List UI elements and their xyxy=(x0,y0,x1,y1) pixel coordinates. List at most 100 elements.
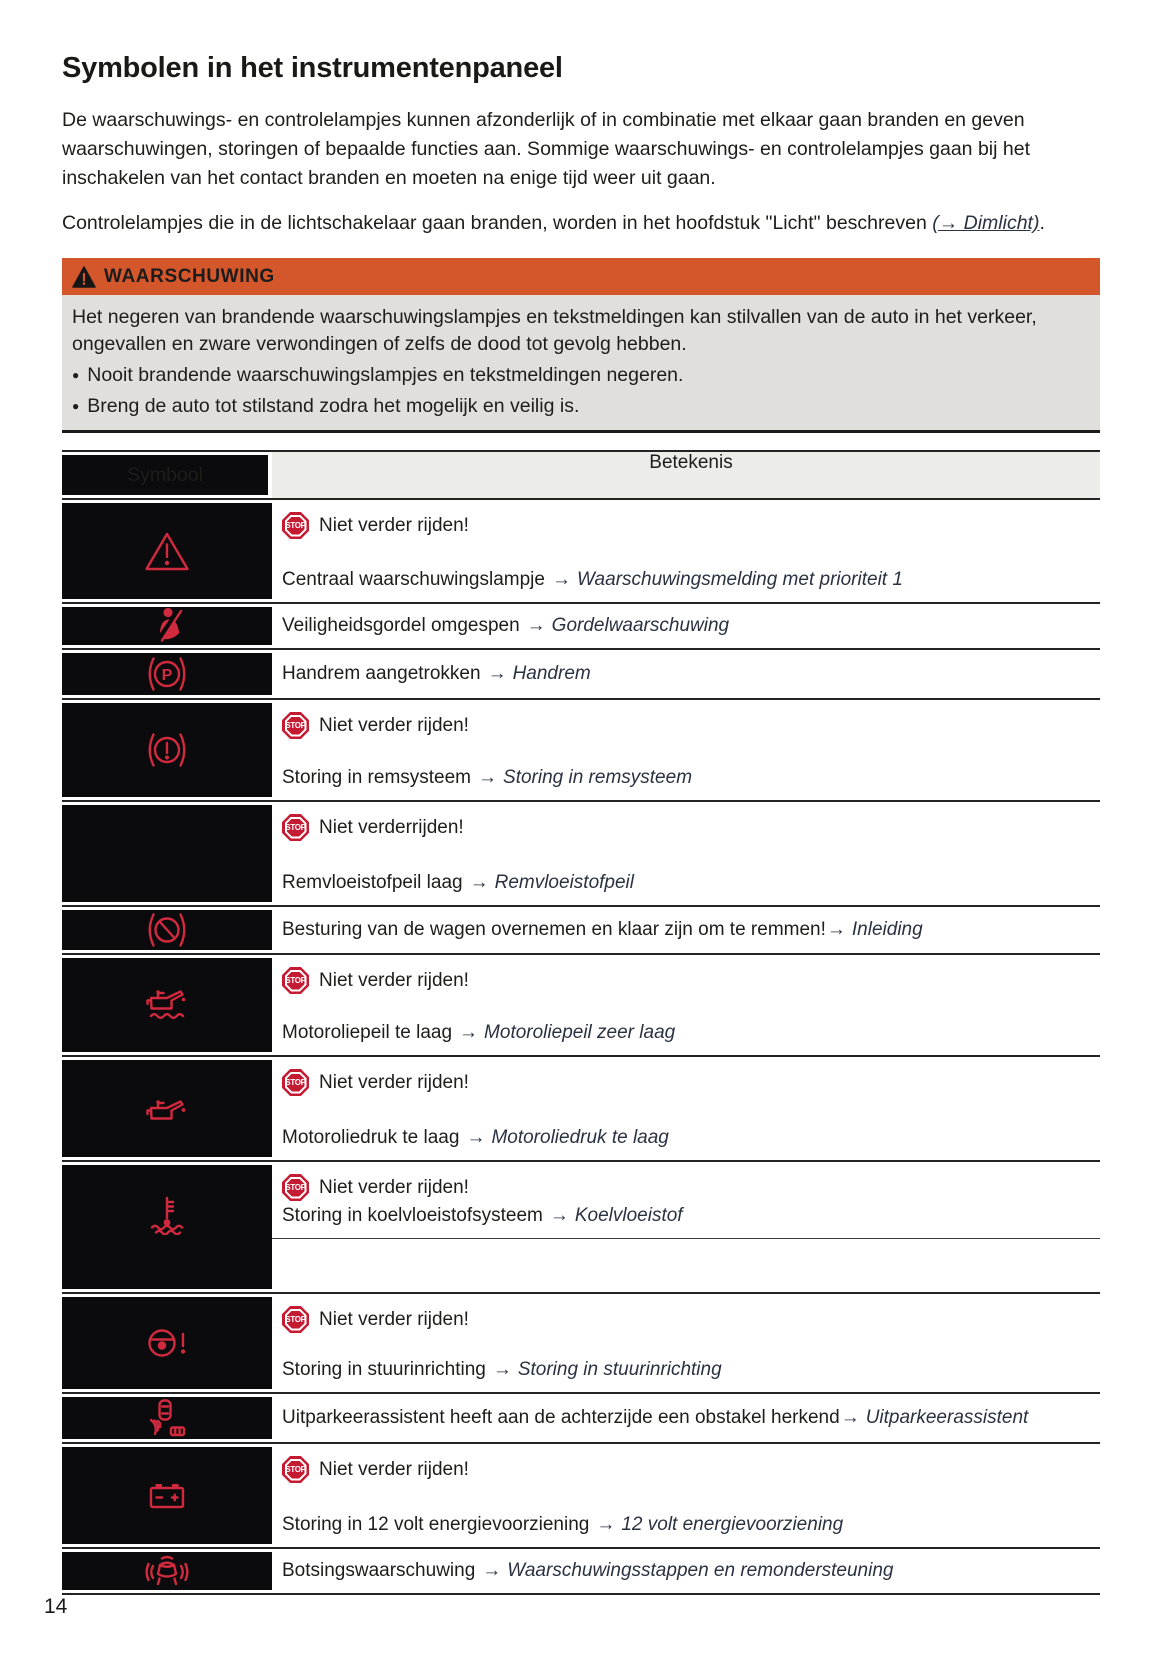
meaning-cell-group: STOP Niet verder rijden! Storing in koel… xyxy=(272,1162,1100,1292)
stop-icon: STOP xyxy=(282,1456,309,1483)
meaning-line: Centraal waarschuwingslampje → Waarschuw… xyxy=(282,568,1092,592)
arrow-ref-icon: → xyxy=(596,1514,616,1535)
stop-icon: STOP xyxy=(282,1306,309,1333)
meaning-line: Botsingswaarschuwing → Waarschuwingsstap… xyxy=(282,1559,1100,1583)
bullet-icon: ● xyxy=(72,399,80,413)
stop-text: Niet verder rijden! xyxy=(319,1308,469,1330)
arrow-ref-icon: → xyxy=(469,872,489,893)
table-row: Besturing van de wagen overnemen en klaa… xyxy=(62,907,1100,955)
central-warning-light-icon xyxy=(145,532,189,571)
meaning-line: Storing in koelvloeistofsysteem → Koelvl… xyxy=(282,1204,1092,1228)
stop-line: STOP Niet verder rijden! xyxy=(282,1069,1092,1096)
meaning-line: Storing in stuurinrichting → Storing in … xyxy=(282,1358,1092,1382)
intro-paragraph-2: Controlelampjes die in de lichtschakelaa… xyxy=(62,209,1100,238)
cross-reference-link[interactable]: Inleiding xyxy=(851,919,923,940)
meaning-line: Motoroliepeil te laag → Motoroliepeil ze… xyxy=(282,1021,1092,1045)
arrow-ref-icon: → xyxy=(487,663,507,684)
meaning-cell-empty xyxy=(272,1239,1100,1293)
battery-icon xyxy=(149,1483,185,1508)
meaning-cell: STOP Niet verder rijden! Motoroliedruk t… xyxy=(272,1057,1100,1160)
stop-icon: STOP xyxy=(282,1174,309,1201)
meaning-line: Storing in 12 volt energievoorziening → … xyxy=(282,1513,1092,1537)
warning-body-text: Het negeren van brandende waarschuwingsl… xyxy=(72,306,1037,355)
symbol-cell-empty xyxy=(62,805,272,902)
meaning-text: Uitparkeerassistent heeft aan de achterz… xyxy=(282,1407,840,1428)
stop-text: Niet verder rijden! xyxy=(319,514,469,536)
dimlicht-reference-link[interactable]: (→ Dimlicht) xyxy=(932,212,1040,234)
cross-reference-link[interactable]: Remvloeistofpeil xyxy=(494,872,634,893)
meaning-line: Handrem aangetrokken → Handrem xyxy=(282,662,1100,686)
meaning-text: Storing in remsysteem xyxy=(282,767,472,788)
warning-title: WAARSCHUWING xyxy=(104,265,275,287)
symbol-cell: P xyxy=(62,653,272,695)
arrow-ref-icon: → xyxy=(840,1407,860,1428)
meaning-line: Uitparkeerassistent heeft aan de achterz… xyxy=(282,1406,1100,1430)
intro-paragraph: De waarschuwings- en controlelampjes kun… xyxy=(62,109,1030,189)
symbol-cell xyxy=(62,607,272,645)
symbol-cell xyxy=(62,1447,272,1544)
cross-reference-link[interactable]: Waarschuwingsmelding met prioriteit 1 xyxy=(576,569,903,590)
stop-line: STOP Niet verder rijden! xyxy=(282,1306,1092,1333)
meaning-cell: Besturing van de wagen overnemen en klaa… xyxy=(272,907,1100,953)
meaning-text: Botsingswaarschuwing xyxy=(282,1560,476,1581)
symbol-cell xyxy=(62,1165,272,1289)
meaning-text: Storing in stuurinrichting xyxy=(282,1359,486,1380)
seatbelt-warning-icon xyxy=(156,607,183,642)
symbol-cell xyxy=(62,703,272,797)
cross-reference-link[interactable]: Storing in stuurinrichting xyxy=(517,1359,722,1380)
meaning-line: Motoroliedruk te laag → Motoroliedruk te… xyxy=(282,1126,1092,1150)
stop-icon: STOP xyxy=(282,1069,309,1096)
arrow-ref-icon: → xyxy=(459,1022,479,1043)
cross-reference-link[interactable]: Storing in remsysteem xyxy=(503,767,693,788)
bullet-icon: ● xyxy=(72,368,80,382)
table-row: Veiligheidsgordel omgespen → Gordelwaars… xyxy=(62,604,1100,650)
stop-text: Niet verder rijden! xyxy=(319,1176,469,1198)
stop-line: STOP Niet verder rijden! xyxy=(282,712,1092,739)
meaning-cell: Uitparkeerassistent heeft aan de achterz… xyxy=(272,1394,1100,1442)
stop-line: STOP Niet verder rijden! xyxy=(282,1174,1092,1201)
warning-bullet: ● Nooit brandende waarschuwingslampjes e… xyxy=(72,362,1088,389)
arrow-ref-icon: → xyxy=(826,919,846,940)
meaning-cell: STOP Niet verder rijden! Storing in stuu… xyxy=(272,1294,1100,1392)
arrow-ref-icon: → xyxy=(492,1359,512,1380)
table-row: Botsingswaarschuwing → Waarschuwingsstap… xyxy=(62,1549,1100,1595)
cross-reference-link[interactable]: Waarschuwingsstappen en remondersteuning xyxy=(507,1560,894,1581)
stop-line: STOP Niet verder rijden! xyxy=(282,512,1092,539)
steering-takeover-icon xyxy=(148,913,186,947)
cross-reference-link[interactable]: Uitparkeerassistent xyxy=(865,1407,1029,1428)
table-row: STOP Niet verder rijden! Motoroliedruk t… xyxy=(62,1057,1100,1162)
meaning-cell: Veiligheidsgordel omgespen → Gordelwaars… xyxy=(272,604,1100,648)
warning-box: WAARSCHUWING Het negeren van brandende w… xyxy=(62,258,1100,433)
stop-line: STOP Niet verder rijden! xyxy=(282,1456,1092,1483)
arrow-ref-icon: → xyxy=(549,1204,569,1226)
svg-text:P: P xyxy=(162,667,173,684)
table-row: Uitparkeerassistent heeft aan de achterz… xyxy=(62,1394,1100,1444)
meaning-cell: STOP Niet verder rijden! Motoroliepeil t… xyxy=(272,955,1100,1055)
symbol-cell xyxy=(62,503,272,599)
cross-reference-link[interactable]: Handrem xyxy=(512,663,591,684)
warning-box-header: WAARSCHUWING xyxy=(62,258,1100,295)
oil-pressure-icon xyxy=(146,1099,186,1120)
cross-reference-link[interactable]: Motoroliepeil zeer laag xyxy=(484,1022,676,1043)
meaning-text: Veiligheidsgordel omgespen xyxy=(282,615,520,636)
cross-reference-link[interactable]: 12 volt energievoorziening xyxy=(621,1514,844,1535)
symbol-cell xyxy=(62,958,272,1052)
table-row: STOP Niet verder rijden! Storing in rems… xyxy=(62,700,1100,802)
arrow-ref-icon: → xyxy=(482,1560,502,1581)
cross-reference-link[interactable]: Koelvloeistof xyxy=(574,1204,683,1226)
stop-icon: STOP xyxy=(282,712,309,739)
symbol-cell xyxy=(62,1552,272,1590)
meaning-text: Centraal waarschuwingslampje xyxy=(282,569,545,590)
stop-icon: STOP xyxy=(282,814,309,841)
table-row: P Handrem aangetrokken → Handrem xyxy=(62,650,1100,700)
column-divider xyxy=(268,452,272,498)
arrow-ref-icon: → xyxy=(478,767,498,788)
arrow-ref-icon: → xyxy=(466,1127,486,1148)
meaning-cell: Botsingswaarschuwing → Waarschuwingsstap… xyxy=(272,1549,1100,1593)
symbol-cell xyxy=(62,1297,272,1389)
cross-reference-link[interactable]: Motoroliedruk te laag xyxy=(491,1127,669,1148)
cross-reference-link[interactable]: Gordelwaarschuwing xyxy=(551,615,730,636)
meaning-line: Storing in remsysteem → Storing in remsy… xyxy=(282,766,1092,790)
meaning-line: Veiligheidsgordel omgespen → Gordelwaars… xyxy=(282,614,1100,638)
meaning-cell: STOP Niet verder rijden! Storing in koel… xyxy=(272,1162,1100,1239)
